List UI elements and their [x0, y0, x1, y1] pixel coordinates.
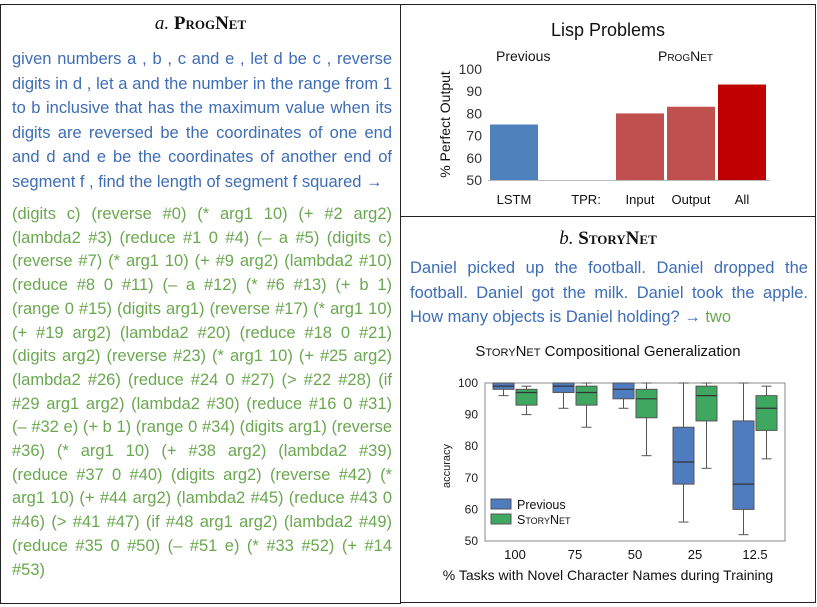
lisp-bar	[490, 124, 538, 180]
box-storynet	[695, 385, 718, 422]
storynet-chart-title-prefix: StoryNet	[475, 343, 541, 360]
lisp-y-axis-label: % Perfect Output	[437, 71, 453, 178]
story-text: Daniel picked up the football. Daniel dr…	[410, 259, 808, 326]
lisp-x-tick-label: All	[735, 192, 750, 207]
lisp-x-tick-label: Output	[671, 192, 710, 207]
lisp-x-tick-label: LSTM	[497, 192, 532, 207]
box-y-tick-label: 100	[458, 376, 478, 390]
panel-a-heading: ProgNet	[173, 13, 247, 34]
lisp-bar	[718, 84, 766, 180]
lisp-bar-chart: 50 60 70 80 90 100 % Perfect Output LSTM Input Ou…	[437, 61, 770, 207]
lisp-y-tick-label: 50	[466, 172, 482, 188]
box-x-tick-label: 100	[504, 547, 526, 562]
legend-label-storynet: StoryNet	[517, 513, 571, 527]
box-y-axis-label: accuracy	[441, 443, 453, 488]
box-x-tick-label: 12.5	[742, 547, 767, 562]
storynet-chart-title: StoryNet Compositional Generalization	[400, 343, 816, 360]
lisp-y-tick-label: 60	[466, 150, 482, 166]
box-y-tick-label: 80	[465, 439, 479, 453]
legend-swatch-storynet	[490, 513, 512, 525]
box-x-tick-label: 25	[688, 547, 702, 562]
group-label-previous: Previous	[496, 48, 551, 64]
storynet-x-axis-title: % Tasks with Novel Character Names durin…	[442, 567, 774, 583]
lisp-tpr-label: TPR:	[571, 192, 601, 207]
storynet-box-plot: 50 60 70 80 90 100 accuracy 100 75 50 25 12.5 Previo…	[441, 376, 786, 562]
box-storynet	[635, 388, 658, 419]
lisp-chart-title: Lisp Problems	[550, 20, 666, 40]
box-storynet	[515, 388, 538, 406]
panel-b-heading: StoryNet	[578, 228, 657, 249]
lisp-y-tick-label: 70	[466, 128, 482, 144]
program-sequence: (digits c) (reverse #0) (* arg1 10) (+ #…	[12, 205, 392, 579]
box-storynet	[575, 385, 598, 406]
natural-language-problem: given numbers a , b , c and e , let d be…	[12, 50, 392, 191]
group-label-prognet: ProgNet	[658, 48, 714, 64]
panel-a-title: a. ProgNet	[0, 13, 401, 35]
legend-swatch-previous	[490, 498, 512, 510]
lisp-y-tick-label: 90	[466, 83, 482, 99]
lisp-bar	[616, 113, 664, 180]
story-question: Daniel picked up the football. Daniel dr…	[410, 256, 808, 330]
box-previous	[672, 426, 695, 485]
box-previous	[552, 382, 575, 393]
panel-b-label: b.	[559, 228, 574, 249]
box-y-tick-label: 50	[465, 534, 479, 548]
panel-b-frame	[400, 216, 816, 603]
story-answer: two	[705, 308, 732, 326]
box-y-tick-label: 60	[465, 502, 479, 516]
box-x-tick-label: 75	[568, 547, 582, 562]
lisp-x-tick-label: Input	[626, 192, 655, 207]
lisp-y-tick-label: 80	[466, 105, 482, 121]
panel-a-label: a.	[154, 13, 170, 34]
box-previous	[732, 420, 755, 510]
lisp-bar	[667, 106, 715, 180]
box-previous	[612, 382, 635, 400]
box-y-tick-label: 70	[465, 471, 479, 485]
lisp-y-tick-label: 100	[459, 61, 483, 77]
panel-b-title: b. StoryNet	[400, 228, 816, 250]
storynet-chart-title-rest: Compositional Generalization	[540, 343, 741, 360]
box-y-tick-label: 90	[465, 408, 479, 422]
box-x-tick-label: 50	[628, 547, 642, 562]
box-storynet	[755, 395, 778, 431]
legend-label-previous: Previous	[517, 498, 566, 512]
